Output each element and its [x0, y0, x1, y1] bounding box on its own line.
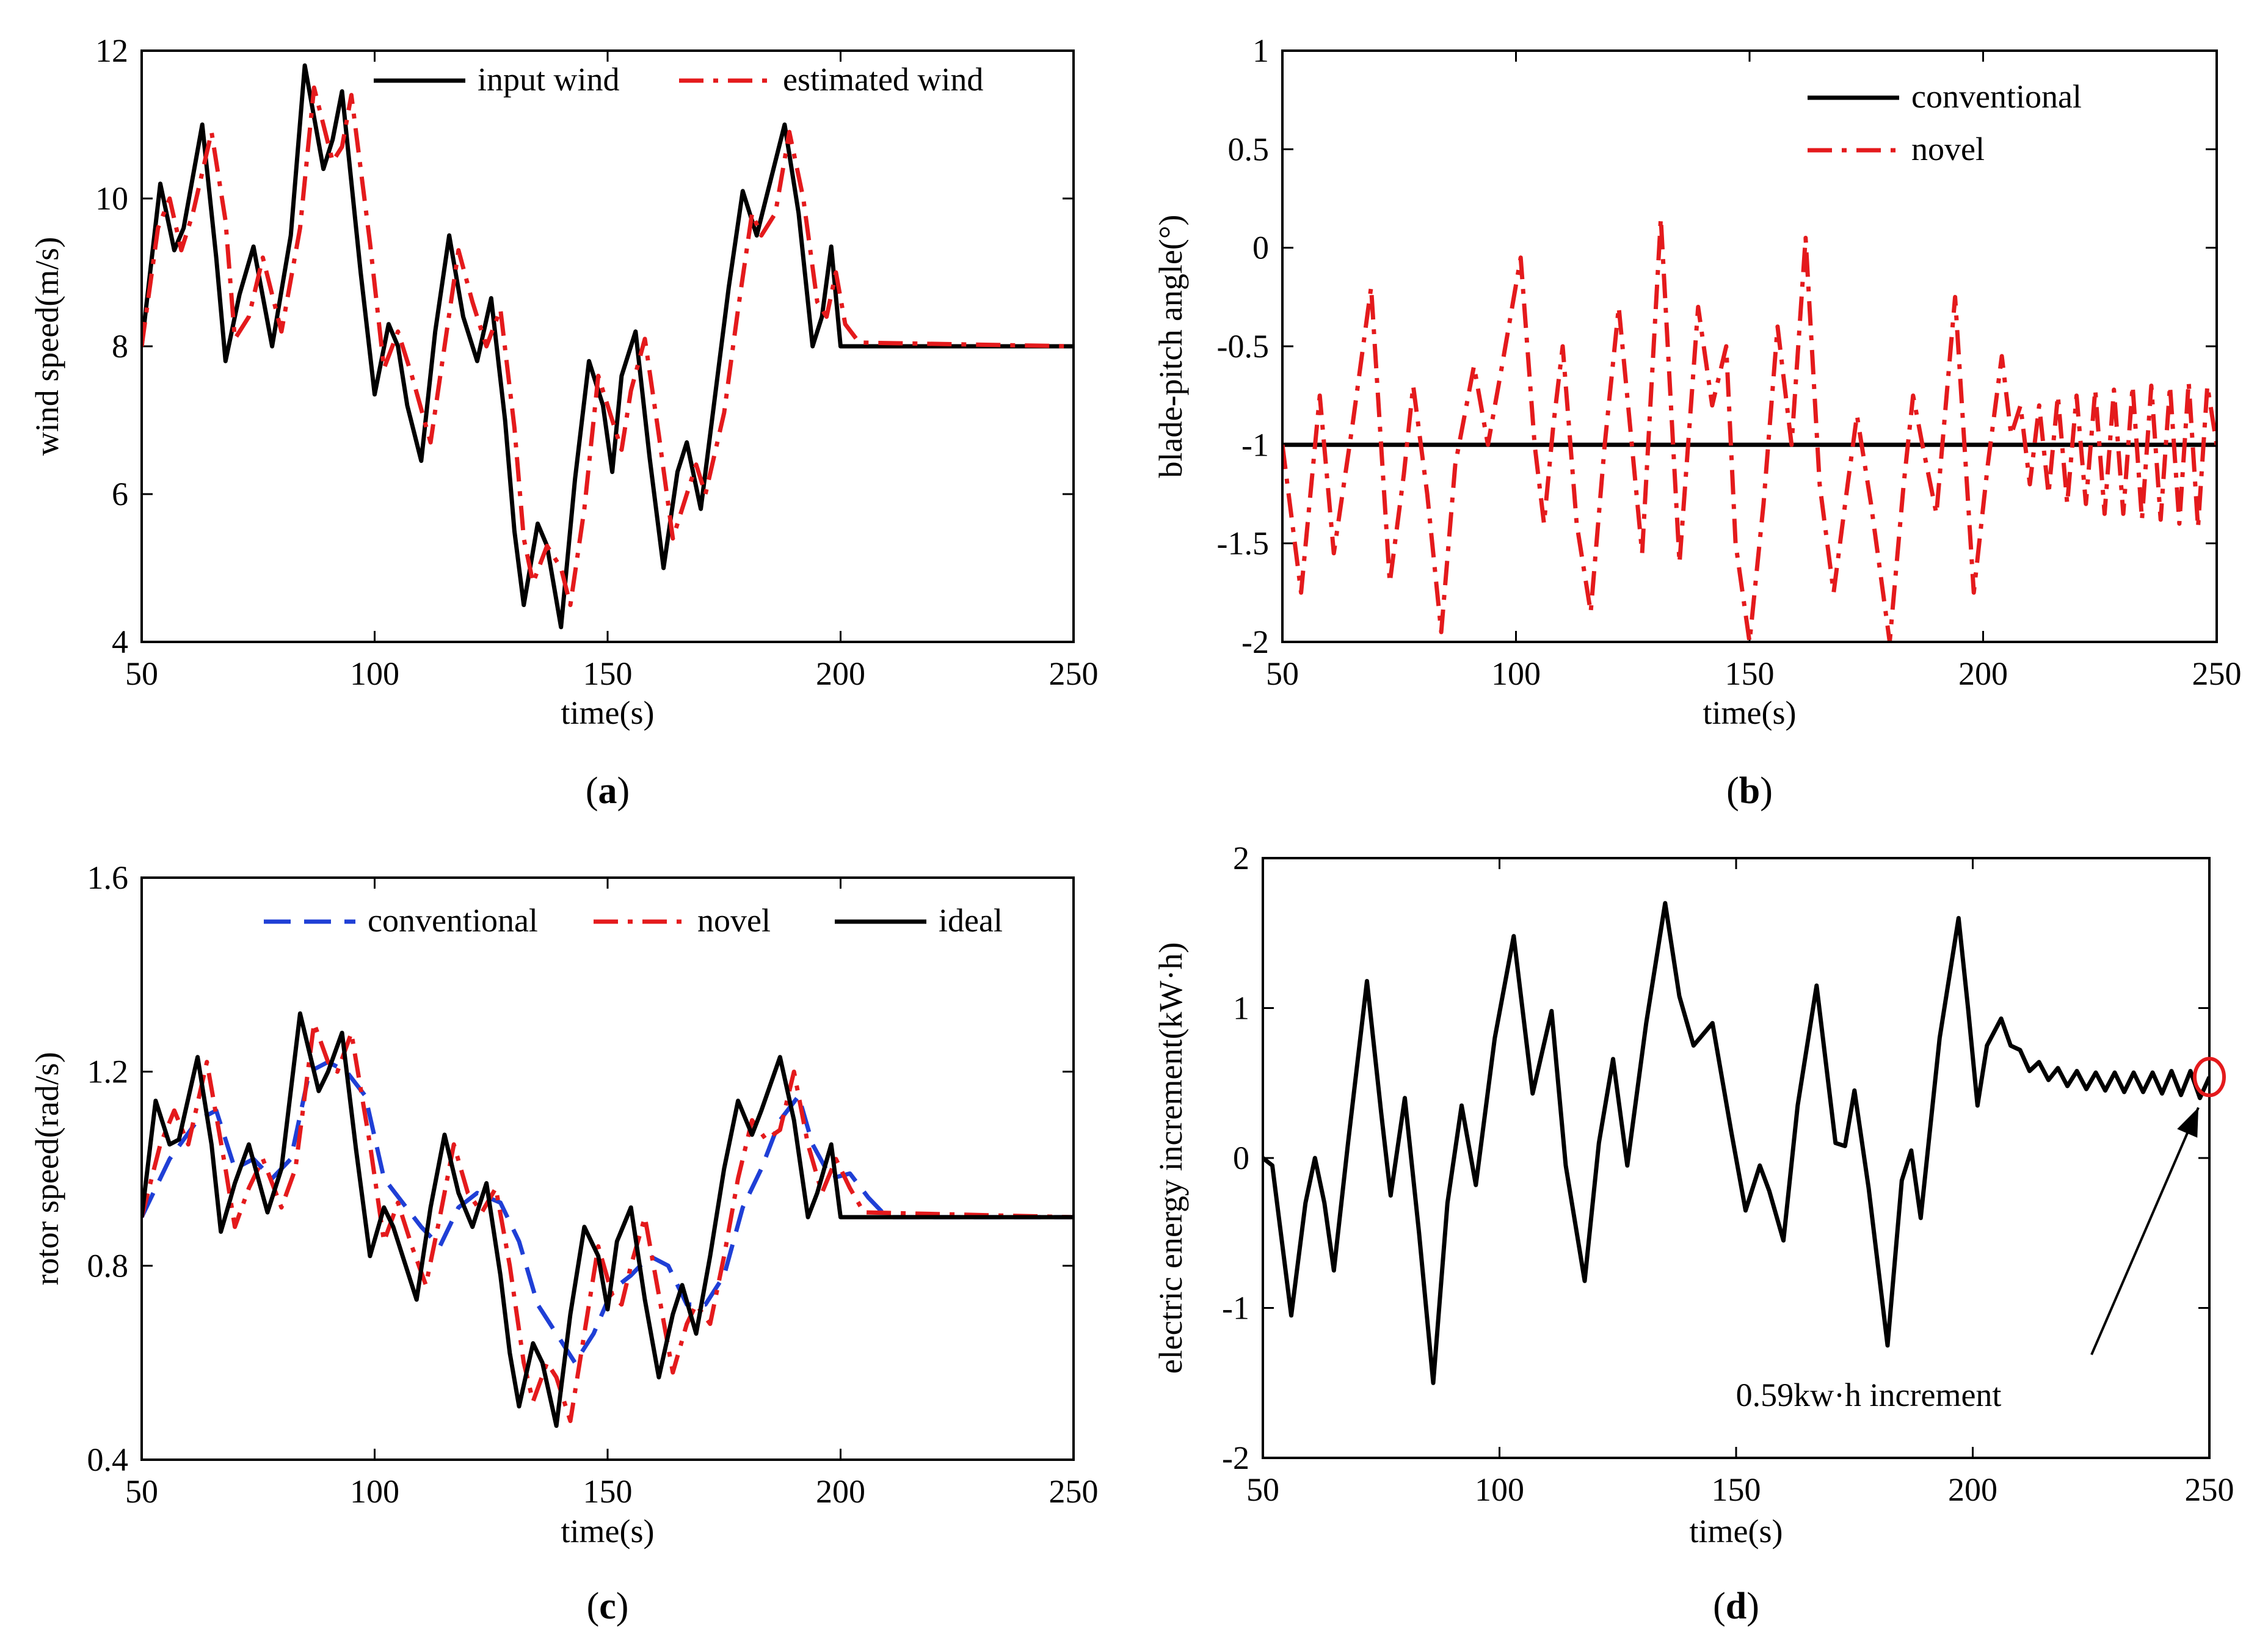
x-tick-label: 250 [2185, 1471, 2234, 1508]
y-tick-label: 8 [112, 328, 128, 365]
y-tick-label: 0 [1233, 1140, 1249, 1176]
y-axis-label: blade-pitch angle(°) [1152, 215, 1189, 478]
y-tick-label: 1.2 [87, 1054, 129, 1090]
y-tick-label: -1 [1241, 426, 1269, 463]
legend-label: ideal [939, 902, 1003, 939]
x-tick-label: 150 [583, 1473, 633, 1510]
panel-label: (c) [587, 1586, 629, 1627]
x-tick-label: 200 [816, 655, 865, 692]
x-tick-label: 50 [1266, 655, 1299, 692]
x-tick-label: 150 [1712, 1471, 1761, 1508]
panel-label: (d) [1713, 1586, 1759, 1627]
plot-frame [140, 876, 1075, 1461]
plot-frame [1262, 857, 2211, 1459]
y-axis-label: electric energy increment(kW·h) [1152, 942, 1189, 1374]
panel-label-letter: b [1739, 770, 1760, 812]
x-tick-label: 100 [350, 655, 399, 692]
series-line-ideal [142, 1011, 1074, 1428]
panel-c: 50 100 150 200 250 0.4 0.8 1.2 1.6 time(s) rotor s… [29, 859, 1099, 1627]
panel-label-open: ( [1726, 770, 1739, 812]
x-tick-label: 100 [350, 1473, 399, 1510]
y-tick-label: -1 [1222, 1290, 1249, 1327]
legend: conventional novel ideal [264, 902, 1003, 939]
panel-a: 50 100 150 200 250 4 6 8 10 12 time(s) wind speed(m… [29, 32, 1099, 812]
x-tick-label: 200 [1948, 1471, 1997, 1508]
legend-label: novel [697, 902, 771, 939]
legend-label: conventional [368, 902, 538, 939]
y-tick-label: -1.5 [1217, 525, 1269, 562]
x-axis-label: time(s) [1690, 1513, 1783, 1549]
y-tick-label: 1 [1252, 32, 1269, 69]
y-tick-label: 12 [95, 32, 128, 69]
y-tick-label: 1.6 [87, 859, 129, 896]
panel-label-open: ( [587, 1586, 600, 1627]
x-tick-label: 50 [125, 1473, 158, 1510]
y-tick-label: 2 [1233, 840, 1249, 876]
plot-frame [1281, 49, 2218, 643]
y-tick-label: 6 [112, 476, 128, 512]
x-axis-label: time(s) [561, 694, 655, 731]
y-tick-label: 0 [1252, 230, 1269, 266]
x-tick-label: 100 [1475, 1471, 1524, 1508]
x-tick-label: 150 [1725, 655, 1775, 692]
panel-label-close: ) [1746, 1586, 1759, 1627]
panel-label-letter: c [599, 1586, 616, 1627]
series-line-electric-energy-increment [1263, 901, 2209, 1385]
legend-label: novel [1911, 131, 1985, 167]
panel-label-close: ) [617, 770, 630, 812]
panel-d: 50 100 150 200 250 -2 -1 0 1 2 time(s) electric ene… [1152, 840, 2234, 1627]
series-line-conventional [142, 1060, 1074, 1365]
y-tick-label: 0.5 [1228, 131, 1270, 167]
y-tick-label: -0.5 [1217, 328, 1269, 365]
panel-label-open: ( [586, 770, 598, 812]
y-tick-label: 1 [1233, 990, 1249, 1027]
series-line-novel [1282, 216, 2217, 642]
y-axis-label: rotor speed(rad/s) [29, 1052, 65, 1285]
x-tick-label: 50 [125, 655, 158, 692]
x-tick-label: 100 [1491, 655, 1541, 692]
x-tick-label: 200 [816, 1473, 865, 1510]
annotation-circle [2193, 1057, 2226, 1098]
x-tick-label: 150 [583, 655, 633, 692]
x-axis-label: time(s) [1703, 694, 1797, 731]
y-tick-label: 4 [112, 624, 128, 660]
legend-label: conventional [1911, 78, 2082, 115]
panel-label-close: ) [616, 1586, 629, 1627]
legend: conventional novel [1808, 78, 2082, 167]
annotation-arrow-line [2090, 1107, 2200, 1355]
series-line-input-wind [142, 63, 1074, 630]
x-tick-label: 250 [1049, 1473, 1099, 1510]
x-tick-label: 250 [2192, 655, 2242, 692]
y-tick-label: -2 [1222, 1440, 1249, 1476]
panel-label-letter: a [598, 770, 617, 812]
x-tick-label: 50 [1246, 1471, 1279, 1508]
panel-label-letter: d [1726, 1586, 1746, 1627]
panel-label: (a) [586, 770, 630, 812]
annotation-arrow-head [2177, 1107, 2198, 1138]
plot-frame [140, 49, 1075, 643]
legend-label: input wind [478, 61, 620, 98]
y-tick-label: 10 [95, 180, 128, 217]
legend-label: estimated wind [783, 61, 983, 98]
y-tick-label: -2 [1241, 624, 1269, 660]
x-tick-label: 200 [1958, 655, 2008, 692]
x-tick-label: 250 [1049, 655, 1099, 692]
panel-label-close: ) [1760, 770, 1773, 812]
y-tick-label: 0.4 [87, 1441, 129, 1478]
series-line-estimated-wind [142, 86, 1074, 607]
panel-label-open: ( [1713, 1586, 1726, 1627]
annotation-text: 0.59kw·h increment [1736, 1377, 2002, 1413]
legend: input wind estimated wind [374, 61, 983, 98]
x-axis-label: time(s) [561, 1513, 655, 1549]
y-tick-label: 0.8 [87, 1247, 129, 1284]
y-axis-label: wind speed(m/s) [29, 237, 65, 456]
panel-b: 50 100 150 200 250 -2 -1.5 -1 -0.5 0 0.5 1 time(s) bl… [1152, 32, 2242, 812]
panel-label: (b) [1726, 770, 1773, 812]
